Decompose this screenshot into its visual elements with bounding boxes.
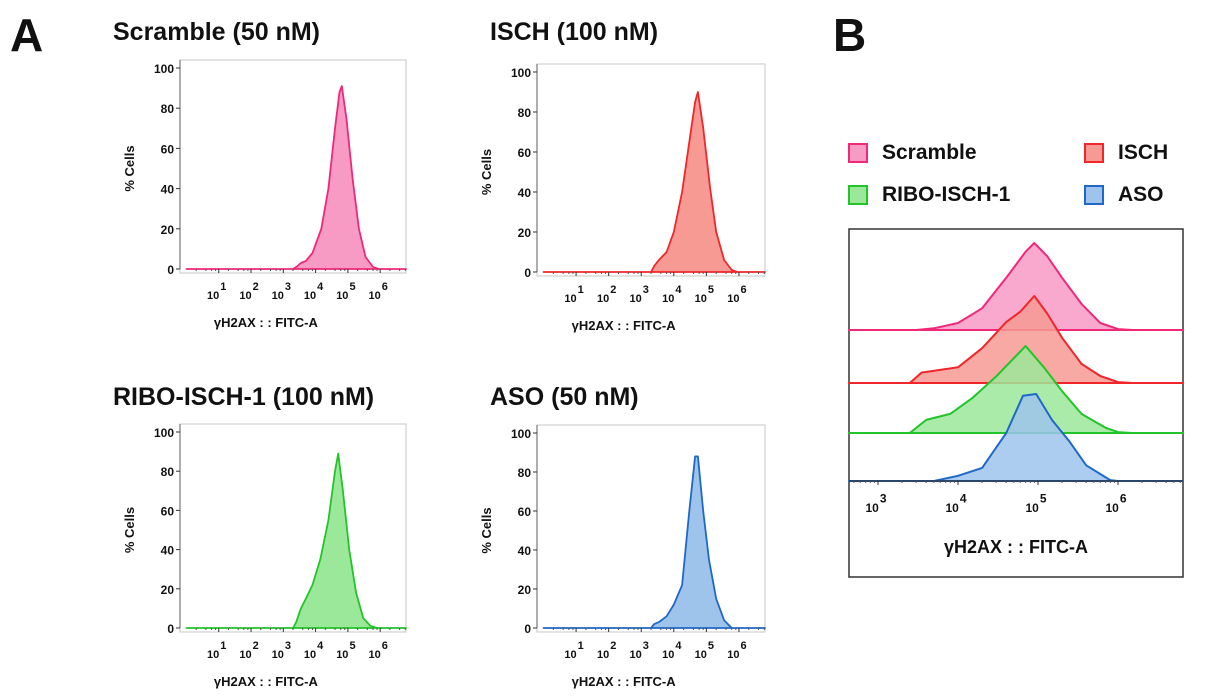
y-tick-label: 20 bbox=[161, 223, 175, 237]
y-tick-label: 0 bbox=[167, 263, 174, 277]
histogram-scramble: 0 20 40 60 80 100 101 102 103 104 105 106 γH2AX : : … bbox=[122, 59, 407, 330]
y-tick-label: 0 bbox=[524, 622, 531, 636]
panel-label-b: B bbox=[833, 9, 867, 61]
y-axis-label: % Cells bbox=[479, 149, 494, 195]
legend-label: Scramble bbox=[882, 141, 977, 164]
x-axis-label: γH2AX : : FITC-A bbox=[572, 318, 677, 333]
y-tick-label: 40 bbox=[161, 183, 175, 197]
y-tick-label: 100 bbox=[154, 426, 174, 440]
x-axis-label: γH2AX : : FITC-A bbox=[944, 537, 1088, 557]
x-tick-label: 102 bbox=[597, 284, 616, 305]
histogram-area bbox=[185, 452, 407, 629]
y-tick-label: 40 bbox=[518, 186, 532, 200]
x-tick-label: 103 bbox=[272, 640, 291, 661]
y-axis-label: % Cells bbox=[122, 145, 137, 191]
x-tick-label: 104 bbox=[662, 640, 682, 661]
chart-title-ribo: RIBO-ISCH-1 (100 nM) bbox=[113, 383, 375, 411]
x-tick-label: 101 bbox=[207, 640, 226, 661]
panel-label-a: A bbox=[10, 9, 44, 61]
y-tick-label: 20 bbox=[518, 583, 532, 597]
legend-label: ASO bbox=[1118, 183, 1164, 206]
plot-frame bbox=[179, 59, 407, 274]
x-tick-label: 105 bbox=[1025, 491, 1046, 515]
x-tick-label: 105 bbox=[695, 640, 714, 661]
histogram-area bbox=[185, 85, 407, 270]
x-tick-label: 104 bbox=[304, 640, 324, 661]
legend-swatch-scramble bbox=[848, 143, 868, 163]
plot-frame bbox=[536, 63, 766, 277]
histogram-isch: 0 20 40 60 80 100 101 102 103 104 105 106 γH2AX : : … bbox=[479, 63, 766, 333]
histogram-scramble bbox=[848, 242, 1184, 331]
legend-item-scramble: Scramble bbox=[848, 141, 977, 165]
y-axis-label: % Cells bbox=[122, 507, 137, 553]
y-tick-label: 20 bbox=[161, 583, 175, 597]
legend-swatch-isch bbox=[1084, 143, 1104, 163]
histogram-area bbox=[542, 455, 766, 629]
chart-title-scramble: Scramble (50 nM) bbox=[113, 18, 321, 46]
y-tick-label: 0 bbox=[524, 266, 531, 280]
chart-title-aso: ASO (50 nM) bbox=[490, 383, 639, 411]
x-tick-label: 103 bbox=[630, 284, 649, 305]
x-axis-label: γH2AX : : FITC-A bbox=[572, 674, 677, 689]
y-tick-label: 0 bbox=[167, 622, 174, 636]
histogram-isch bbox=[848, 295, 1184, 384]
x-tick-label: 105 bbox=[336, 640, 355, 661]
legend-label: ISCH bbox=[1118, 141, 1169, 164]
histogram-ribo bbox=[848, 345, 1184, 434]
y-tick-label: 100 bbox=[154, 62, 174, 76]
y-tick-label: 80 bbox=[518, 466, 532, 480]
legend-swatch-aso bbox=[1084, 185, 1104, 205]
x-tick-label: 103 bbox=[865, 491, 886, 515]
x-tick-label: 105 bbox=[695, 284, 714, 305]
histogram-ribo: 0 20 40 60 80 100 101 102 103 104 105 106 γH2AX : : … bbox=[122, 423, 407, 689]
y-tick-label: 80 bbox=[161, 465, 175, 479]
y-axis-label: % Cells bbox=[479, 507, 494, 553]
x-tick-label: 101 bbox=[564, 284, 583, 305]
x-tick-label: 104 bbox=[304, 281, 324, 302]
x-tick-label: 102 bbox=[239, 640, 258, 661]
y-tick-label: 80 bbox=[518, 106, 532, 120]
x-tick-label: 104 bbox=[662, 284, 682, 305]
x-tick-label: 103 bbox=[272, 281, 291, 302]
x-tick-label: 106 bbox=[368, 640, 387, 661]
offset-histogram-panel: 103 104 105 106 γH2AX : : FITC-A bbox=[848, 228, 1184, 578]
y-tick-label: 60 bbox=[518, 505, 532, 519]
x-tick-label: 101 bbox=[207, 281, 226, 302]
x-tick-label: 106 bbox=[368, 281, 387, 302]
y-tick-label: 40 bbox=[518, 544, 532, 558]
plot-frame bbox=[179, 423, 407, 633]
x-axis-label: γH2AX : : FITC-A bbox=[214, 315, 319, 330]
legend-item-isch: ISCH bbox=[1084, 141, 1168, 165]
y-tick-label: 20 bbox=[518, 226, 532, 240]
x-tick-label: 104 bbox=[945, 491, 966, 515]
plot-frame bbox=[536, 424, 766, 633]
y-tick-label: 60 bbox=[161, 504, 175, 518]
x-tick-label: 106 bbox=[1105, 491, 1126, 515]
legend-label: RIBO-ISCH-1 bbox=[882, 183, 1011, 206]
x-tick-label: 102 bbox=[239, 281, 258, 302]
chart-title-isch: ISCH (100 nM) bbox=[490, 18, 659, 46]
y-tick-label: 40 bbox=[161, 544, 175, 558]
legend-item-ribo: RIBO-ISCH-1 bbox=[848, 183, 1010, 207]
x-tick-label: 101 bbox=[564, 640, 583, 661]
histogram-area bbox=[542, 91, 766, 273]
y-tick-label: 60 bbox=[161, 142, 175, 156]
legend-swatch-ribo bbox=[848, 185, 868, 205]
x-axis-label: γH2AX : : FITC-A bbox=[214, 674, 319, 689]
y-tick-label: 100 bbox=[511, 427, 531, 441]
x-tick-label: 106 bbox=[727, 640, 746, 661]
x-tick-label: 103 bbox=[630, 640, 649, 661]
y-tick-label: 100 bbox=[511, 66, 531, 80]
y-tick-label: 80 bbox=[161, 102, 175, 116]
x-tick-label: 106 bbox=[727, 284, 746, 305]
y-tick-label: 60 bbox=[518, 146, 532, 160]
x-tick-label: 102 bbox=[597, 640, 616, 661]
legend-item-aso: ASO bbox=[1084, 183, 1164, 207]
histogram-aso: 0 20 40 60 80 100 101 102 103 104 105 106 γH2AX : : … bbox=[479, 424, 766, 689]
x-tick-label: 105 bbox=[336, 281, 355, 302]
